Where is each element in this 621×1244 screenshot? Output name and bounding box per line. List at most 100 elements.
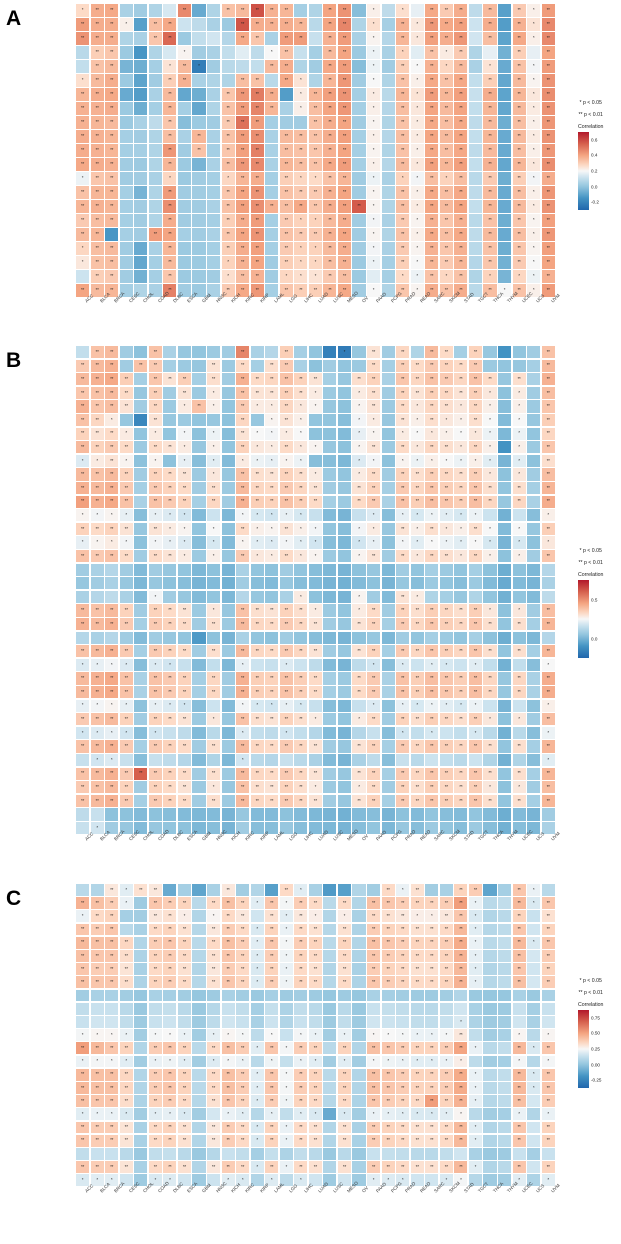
heatmap-cell: * [410,32,424,45]
heatmap-cell [454,577,468,590]
significance-marker: * [256,443,258,449]
significance-marker: ** [299,965,303,971]
heatmap-cell [483,359,497,372]
heatmap-cell: * [206,468,221,481]
heatmap-cell: ** [541,116,555,129]
heatmap-cell: * [294,172,308,185]
significance-marker: ** [80,416,85,422]
panel-label-c: C [6,887,22,910]
significance-marker: * [81,1176,84,1182]
heatmap-cell [76,754,90,767]
significance-marker: ** [80,231,85,236]
heatmap-cell: ** [279,130,293,143]
heatmap-cell: ** [76,950,90,962]
heatmap-cell: ** [265,1082,279,1094]
legend-p05: * p < 0.05 [579,978,602,984]
significance-marker: ** [95,797,99,803]
heatmap-cell [483,1148,497,1160]
legend-p05: * p < 0.05 [579,100,602,106]
significance-marker: * [416,443,418,449]
heatmap-cell: * [367,130,381,143]
heatmap-cell: ** [90,144,104,157]
significance-marker: * [96,661,98,667]
heatmap-cell: ** [367,550,381,563]
significance-marker: ** [444,952,448,958]
heatmap-cell [483,1174,497,1187]
heatmap-cell: ** [410,963,424,975]
significance-marker: ** [110,133,114,138]
heatmap-cell: ** [148,767,162,780]
heatmap-cell [134,989,148,1002]
significance-marker: ** [371,978,376,984]
significance-marker: ** [255,189,259,194]
significance-marker: ** [110,430,114,436]
heatmap-cell: ** [483,242,497,255]
heatmap-cell: * [439,699,453,712]
significance-marker: ** [488,217,492,222]
heatmap-cell [352,1002,366,1015]
significance-marker: ** [168,783,172,789]
heatmap-cell [206,172,221,185]
heatmap-cell [134,910,148,923]
significance-marker: ** [328,91,332,96]
significance-marker: ** [110,91,114,96]
significance-marker: * [474,899,477,905]
heatmap-cell: * [177,1029,191,1041]
heatmap-cell: * [396,1029,410,1041]
significance-marker: * [532,105,535,110]
heatmap-cell [177,130,191,143]
heatmap-cell: ** [425,4,439,17]
significance-marker: ** [284,161,288,166]
heatmap-cell: * [483,427,497,440]
heatmap-cell: ** [337,186,352,199]
significance-marker: ** [124,389,128,395]
heatmap-cell: ** [367,1095,381,1107]
significance-marker: * [169,511,171,517]
heatmap-cell: ** [454,1134,468,1147]
heatmap-cell: ** [76,88,90,101]
significance-marker: ** [459,743,463,749]
heatmap-cell [468,158,482,171]
heatmap-cell: ** [468,672,482,685]
heatmap-cell: * [148,699,162,712]
significance-marker: ** [328,63,332,68]
heatmap-cell: ** [483,18,497,31]
heatmap-cell: * [367,509,381,522]
significance-marker: ** [153,389,157,395]
significance-marker: ** [124,525,128,531]
significance-marker: ** [546,797,550,803]
significance-marker: ** [284,743,288,749]
heatmap-cell: ** [512,910,526,923]
heatmap-cell [367,808,381,821]
heatmap-cell: ** [323,102,337,115]
significance-marker: * [227,1110,229,1116]
heatmap-cell: ** [250,102,264,115]
heatmap-cell: ** [308,618,322,631]
significance-marker: * [300,175,302,180]
significance-marker: * [372,457,375,463]
significance-marker: ** [357,203,361,208]
significance-marker: ** [459,21,463,26]
heatmap-cell [337,781,352,794]
heatmap-cell: * [206,441,221,454]
significance-marker: ** [415,1044,419,1050]
significance-marker: * [314,217,317,222]
significance-marker: * [401,457,404,463]
heatmap-cell [352,102,366,115]
significance-marker: ** [284,7,288,12]
heatmap-cell: * [410,454,424,467]
heatmap-cell: ** [148,386,162,399]
heatmap-cell [192,158,206,171]
significance-marker: ** [401,797,405,803]
heatmap-cell [76,1002,90,1015]
heatmap-cell: * [76,910,90,923]
significance-marker: ** [241,1044,245,1050]
heatmap-cell [308,822,322,835]
heatmap-cell: ** [163,186,177,199]
significance-marker: ** [153,912,157,918]
heatmap-cell: * [367,158,381,171]
heatmap-cell: ** [90,441,104,454]
significance-marker: ** [168,620,172,626]
heatmap-cell: ** [323,32,337,45]
significance-marker: * [314,607,317,613]
